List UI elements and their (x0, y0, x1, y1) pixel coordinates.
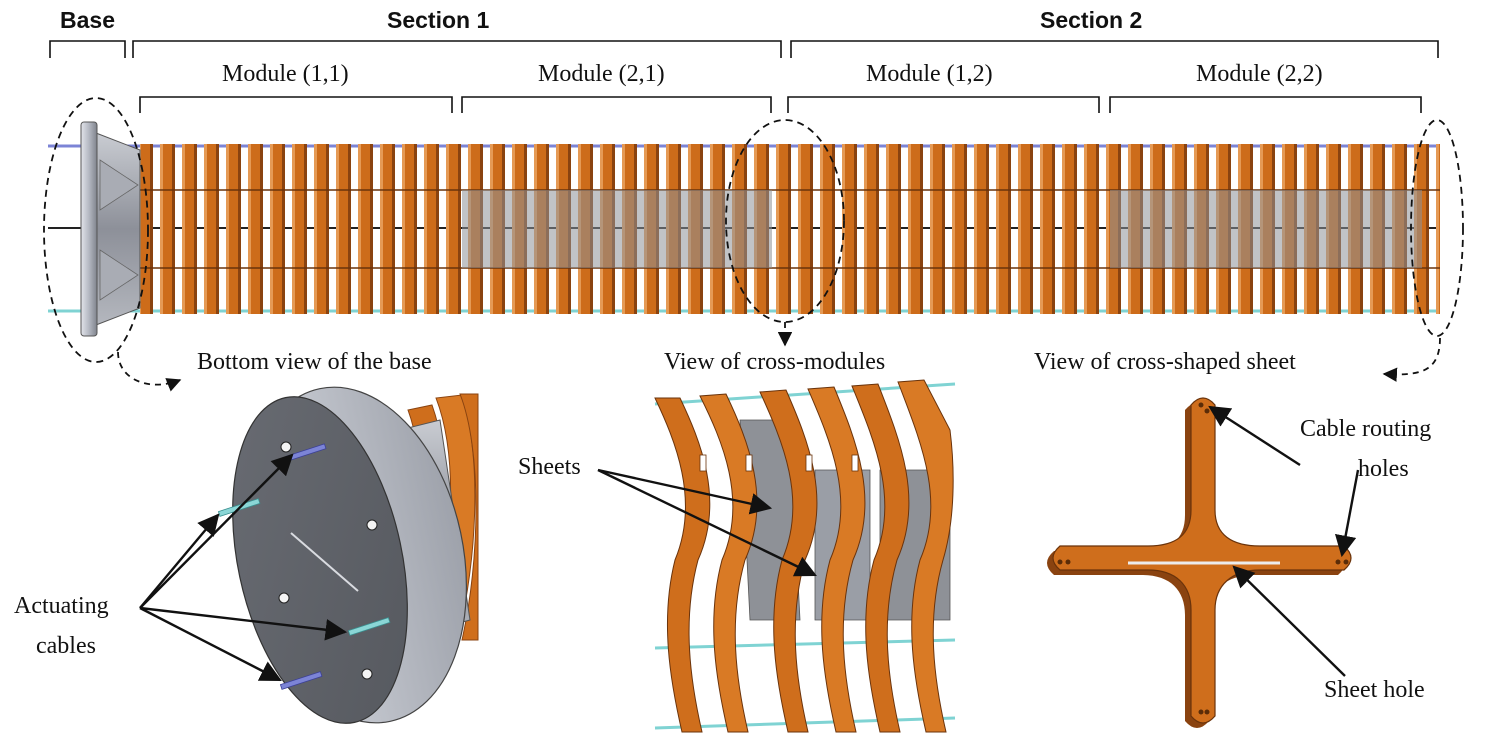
cross-modules-view (654, 379, 956, 733)
end-sheet-highlight (1410, 119, 1464, 337)
cable-routing-holes-label-line2: holes (1358, 456, 1409, 482)
module-1-1-label: Module (1,1) (222, 61, 349, 87)
cable-routing-holes-label-line1: Cable routing (1300, 416, 1432, 442)
sheet-module-2-1 (462, 190, 772, 268)
module-2-1-label: Module (2,1) (538, 61, 665, 87)
module-1-2-bracket (787, 96, 1100, 113)
cross-shaped-sheet-view (1047, 397, 1352, 728)
module-2-1-bracket (461, 96, 772, 113)
link-band-bottom (140, 268, 1440, 314)
sheet-module-2-2 (1110, 190, 1422, 268)
bottom-view-caption: Bottom view of the base (197, 349, 432, 375)
sheets-label: Sheets (518, 454, 581, 480)
section2-bracket (790, 40, 1439, 58)
view-leader-arrows (117, 322, 1441, 392)
actuating-cables-label-line2: cables (36, 633, 96, 659)
module-1-2-label: Module (1,2) (866, 61, 993, 87)
brackets (49, 40, 1439, 113)
cross-sheet-caption: View of cross-shaped sheet (1034, 349, 1296, 375)
cross-module-highlight (725, 119, 845, 323)
base-header: Base (60, 7, 115, 33)
base-bracket (49, 40, 126, 58)
section1-bracket (132, 40, 782, 58)
section2-header: Section 2 (1040, 7, 1143, 33)
module-2-2-label: Module (2,2) (1196, 61, 1323, 87)
sheet-hole-label: Sheet hole (1324, 677, 1425, 703)
cross-sheet (1052, 397, 1352, 724)
robot-side-view (43, 97, 1464, 363)
base-side-view (80, 121, 141, 337)
module-2-2-bracket (1109, 96, 1422, 113)
section1-header: Section 1 (387, 7, 490, 33)
link-band-top (140, 144, 1440, 190)
module-1-1-bracket (139, 96, 453, 113)
base-bottom-view (217, 386, 479, 724)
actuating-cables-label-line1: Actuating (14, 593, 109, 619)
callout-arrows (139, 405, 1360, 682)
base-highlight (43, 97, 149, 363)
cross-modules-caption: View of cross-modules (664, 349, 886, 375)
